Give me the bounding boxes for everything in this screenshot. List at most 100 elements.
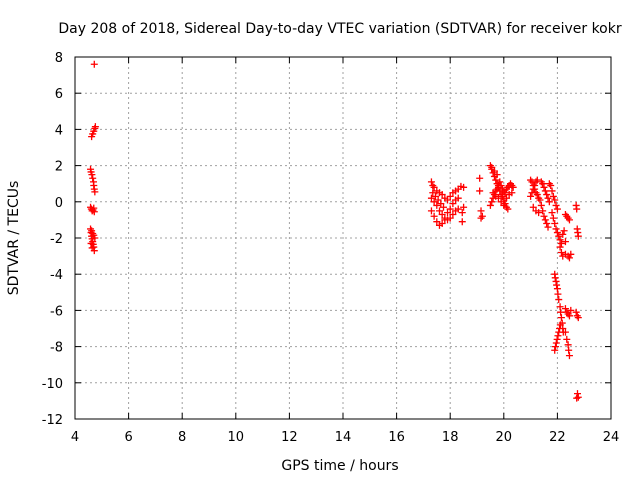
data-point: [551, 220, 559, 228]
data-point: [493, 171, 501, 179]
data-point: [561, 328, 569, 336]
data-point: [565, 254, 573, 262]
data-point: [90, 208, 98, 216]
data-point: [553, 281, 561, 289]
data-point: [557, 314, 565, 322]
y-tick-label: -6: [50, 304, 63, 319]
data-point: [427, 207, 435, 215]
data-point: [552, 225, 560, 233]
data-point: [554, 332, 562, 340]
data-point: [544, 223, 552, 231]
data-point: [529, 203, 537, 211]
x-tick-label: 22: [549, 430, 566, 445]
x-tick-label: 16: [388, 430, 405, 445]
y-axis-label: SDTVAR / TECUs: [6, 181, 22, 296]
data-point: [555, 328, 563, 336]
plot-frame: [74, 56, 612, 420]
x-tick-label: 20: [496, 430, 513, 445]
x-tick-label: 18: [442, 430, 459, 445]
data-point: [574, 390, 581, 398]
data-point: [548, 209, 556, 217]
data-point: [554, 290, 562, 298]
data-point: [430, 183, 438, 191]
data-point: [449, 200, 457, 208]
data-point: [429, 189, 437, 197]
data-point: [547, 182, 555, 190]
data-point: [492, 176, 500, 184]
y-tick-label: 2: [55, 160, 63, 175]
data-point: [563, 335, 571, 343]
data-point: [433, 218, 441, 226]
data-point: [91, 123, 99, 131]
data-points: [87, 60, 582, 402]
data-point: [529, 185, 537, 193]
x-axis-label: GPS time / hours: [281, 458, 398, 474]
data-point: [528, 189, 536, 197]
data-point: [543, 191, 551, 199]
data-point: [489, 189, 497, 197]
data-point: [438, 191, 446, 199]
data-point: [497, 198, 505, 206]
data-point: [541, 187, 549, 195]
data-point: [504, 205, 512, 213]
data-point: [501, 189, 509, 197]
data-point: [434, 196, 442, 204]
y-tick-label: 0: [55, 196, 63, 211]
data-point: [427, 178, 435, 186]
data-point: [533, 191, 541, 199]
data-point: [478, 212, 486, 220]
data-point: [87, 239, 95, 247]
data-point: [430, 198, 438, 206]
data-point: [539, 207, 547, 215]
data-point: [476, 187, 484, 195]
data-point: [559, 230, 567, 238]
data-point: [458, 209, 466, 217]
data-point: [477, 207, 485, 215]
data-point: [539, 180, 547, 188]
data-point: [553, 229, 561, 237]
data-point: [540, 183, 548, 191]
x-tick-label: 6: [124, 430, 132, 445]
data-point: [476, 174, 484, 182]
data-point: [508, 189, 516, 197]
data-point: [551, 346, 559, 354]
data-point: [502, 194, 510, 202]
data-point: [561, 305, 569, 313]
data-point: [548, 187, 556, 195]
data-point: [552, 201, 560, 209]
data-point: [446, 214, 454, 222]
data-point: [486, 201, 494, 209]
data-point: [560, 227, 568, 235]
y-tick-label: 4: [55, 123, 63, 138]
data-point: [438, 210, 446, 218]
data-point: [565, 216, 573, 224]
data-point: [444, 196, 452, 204]
data-point: [488, 198, 496, 206]
data-point: [565, 312, 573, 320]
data-point: [556, 325, 564, 332]
data-point: [90, 60, 98, 68]
grid-lines: [75, 57, 611, 419]
data-point: [497, 182, 505, 190]
data-point: [541, 216, 549, 224]
data-point: [437, 200, 445, 208]
data-point: [454, 194, 462, 202]
data-point: [446, 192, 454, 200]
data-point: [91, 234, 99, 242]
data-point: [567, 250, 575, 258]
data-point: [544, 194, 552, 202]
data-point: [431, 192, 439, 200]
data-point: [553, 205, 561, 213]
data-point: [552, 343, 560, 351]
data-point: [88, 171, 96, 179]
data-point: [441, 216, 449, 224]
y-tick-label: -8: [50, 341, 63, 356]
data-point: [494, 194, 502, 202]
data-point: [567, 306, 575, 314]
data-point: [556, 321, 564, 329]
data-point: [433, 201, 441, 209]
data-point: [549, 192, 557, 200]
x-tick-label: 10: [228, 430, 245, 445]
data-point: [573, 205, 581, 213]
x-axis-ticks: 4 6 8 10 12 14 16 18 20 22 24: [71, 57, 619, 445]
